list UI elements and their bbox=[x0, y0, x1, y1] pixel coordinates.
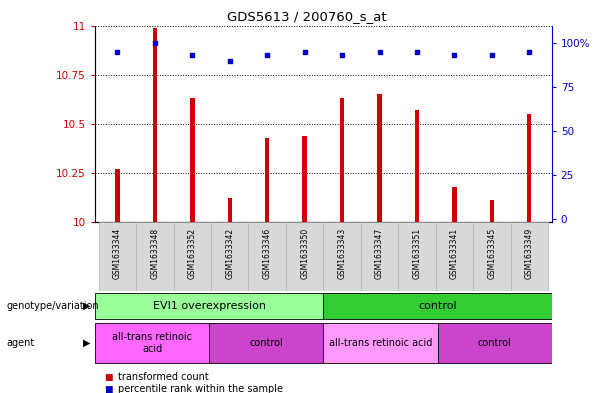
Text: ▶: ▶ bbox=[83, 338, 90, 348]
Text: GSM1633352: GSM1633352 bbox=[188, 228, 197, 279]
Point bbox=[188, 52, 197, 59]
Bar bbox=[340, 98, 345, 222]
Bar bbox=[95, 323, 209, 364]
Bar bbox=[361, 222, 398, 291]
Bar bbox=[99, 222, 136, 291]
Text: GSM1633341: GSM1633341 bbox=[450, 228, 459, 279]
Text: control: control bbox=[249, 338, 283, 348]
Bar bbox=[324, 293, 552, 320]
Point bbox=[150, 40, 160, 46]
Text: ■: ■ bbox=[104, 373, 113, 382]
Point bbox=[375, 49, 384, 55]
Point bbox=[449, 52, 459, 59]
Bar bbox=[265, 138, 270, 222]
Bar bbox=[324, 323, 438, 364]
Bar bbox=[248, 222, 286, 291]
Bar bbox=[511, 222, 548, 291]
Text: percentile rank within the sample: percentile rank within the sample bbox=[118, 384, 283, 393]
Bar bbox=[490, 200, 494, 222]
Bar bbox=[452, 187, 457, 222]
Bar bbox=[302, 136, 307, 222]
Bar bbox=[209, 323, 324, 364]
Bar bbox=[95, 293, 324, 320]
Point bbox=[113, 49, 123, 55]
Bar bbox=[324, 222, 361, 291]
Text: ▶: ▶ bbox=[83, 301, 90, 311]
Text: GSM1633342: GSM1633342 bbox=[225, 228, 234, 279]
Bar bbox=[211, 222, 248, 291]
Text: GSM1633348: GSM1633348 bbox=[150, 228, 159, 279]
Point bbox=[225, 57, 235, 64]
Bar bbox=[190, 98, 194, 222]
Bar bbox=[115, 169, 120, 222]
Text: agent: agent bbox=[6, 338, 34, 348]
Bar bbox=[227, 198, 232, 222]
Text: all-trans retinoic acid: all-trans retinoic acid bbox=[329, 338, 432, 348]
Text: control: control bbox=[478, 338, 511, 348]
Bar bbox=[473, 222, 511, 291]
Text: EVI1 overexpression: EVI1 overexpression bbox=[153, 301, 265, 311]
Text: GDS5613 / 200760_s_at: GDS5613 / 200760_s_at bbox=[227, 10, 386, 23]
Point bbox=[262, 52, 272, 59]
Text: GSM1633344: GSM1633344 bbox=[113, 228, 122, 279]
Point bbox=[487, 52, 497, 59]
Bar bbox=[527, 114, 531, 222]
Point bbox=[412, 49, 422, 55]
Bar bbox=[398, 222, 436, 291]
Bar bbox=[436, 222, 473, 291]
Text: genotype/variation: genotype/variation bbox=[6, 301, 99, 311]
Text: all-trans retinoic
acid: all-trans retinoic acid bbox=[112, 332, 192, 354]
Text: ■: ■ bbox=[104, 385, 113, 393]
Bar bbox=[153, 28, 157, 222]
Text: GSM1633346: GSM1633346 bbox=[263, 228, 272, 279]
Text: GSM1633343: GSM1633343 bbox=[338, 228, 346, 279]
Text: GSM1633347: GSM1633347 bbox=[375, 228, 384, 279]
Text: transformed count: transformed count bbox=[118, 372, 208, 382]
Bar bbox=[377, 94, 382, 222]
Bar bbox=[286, 222, 324, 291]
Text: GSM1633345: GSM1633345 bbox=[487, 228, 497, 279]
Bar bbox=[173, 222, 211, 291]
Text: GSM1633349: GSM1633349 bbox=[525, 228, 534, 279]
Bar bbox=[438, 323, 552, 364]
Bar bbox=[415, 110, 419, 222]
Text: control: control bbox=[418, 301, 457, 311]
Text: GSM1633351: GSM1633351 bbox=[413, 228, 422, 279]
Bar bbox=[136, 222, 173, 291]
Text: GSM1633350: GSM1633350 bbox=[300, 228, 309, 279]
Point bbox=[337, 52, 347, 59]
Point bbox=[524, 49, 534, 55]
Point bbox=[300, 49, 310, 55]
